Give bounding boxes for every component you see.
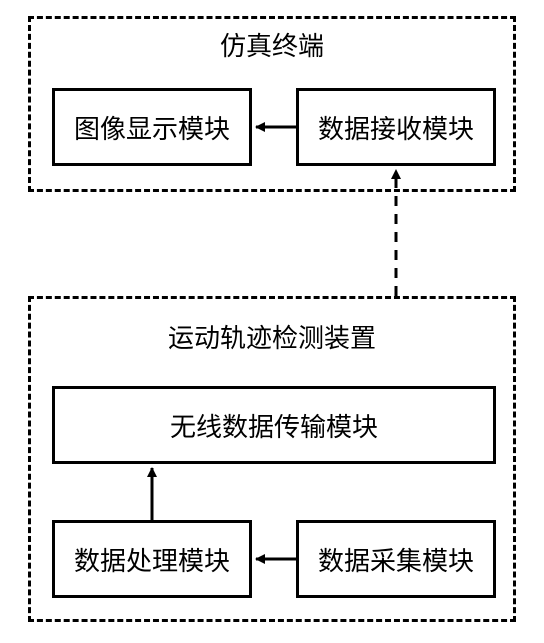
node-label: 数据处理模块: [74, 541, 230, 578]
node-wireless-tx: 无线数据传输模块: [52, 386, 496, 464]
node-label: 数据采集模块: [318, 541, 474, 578]
node-label: 数据接收模块: [318, 109, 474, 146]
group-title-bottom: 运动轨迹检测装置: [28, 318, 516, 355]
node-data-process: 数据处理模块: [52, 520, 252, 598]
node-image-display: 图像显示模块: [52, 88, 252, 166]
node-data-collect: 数据采集模块: [296, 520, 496, 598]
node-label: 无线数据传输模块: [170, 407, 378, 444]
node-label: 图像显示模块: [74, 109, 230, 146]
diagram-canvas: 仿真终端 运动轨迹检测装置 图像显示模块 数据接收模块 无线数据传输模块 数据处…: [0, 0, 544, 643]
group-title-top: 仿真终端: [28, 26, 516, 63]
node-data-receive: 数据接收模块: [296, 88, 496, 166]
